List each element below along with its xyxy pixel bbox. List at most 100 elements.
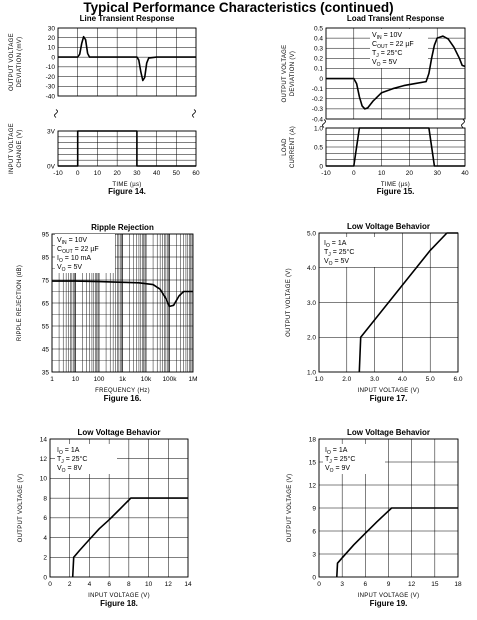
figure-label: Figure 19. bbox=[370, 599, 408, 608]
x-tick-label: 0 bbox=[352, 170, 356, 177]
conditions-annotation-line: IO = 1A bbox=[324, 240, 347, 249]
axis-break-mark bbox=[461, 119, 465, 128]
x-tick-label: 3.0 bbox=[370, 376, 379, 383]
x-tick-label: 1 bbox=[50, 376, 54, 383]
x-tick-label: 20 bbox=[114, 170, 122, 177]
x-axis-label: FREQUENCY (Hz) bbox=[95, 388, 150, 394]
y-tick-label: 20 bbox=[48, 35, 56, 42]
x-tick-label: 4 bbox=[88, 581, 92, 588]
chart-title: Load Transient Response bbox=[347, 14, 445, 23]
x-tick-label: 6 bbox=[364, 581, 368, 588]
x-tick-label: 18 bbox=[454, 581, 462, 588]
x-tick-label: -10 bbox=[321, 170, 331, 177]
y-tick-label: 0 bbox=[319, 76, 323, 83]
series-line bbox=[71, 497, 188, 578]
x-axis-label: INPUT VOLTAGE (V) bbox=[358, 593, 420, 599]
x-axis-label: TIME (µs) bbox=[381, 182, 410, 188]
conditions-annotation-line: TJ = 25°C bbox=[57, 455, 87, 465]
y-tick-label: 55 bbox=[42, 323, 50, 330]
y-axis-label: DEVIATION (mV) bbox=[17, 37, 23, 88]
y-tick-label: 10 bbox=[48, 45, 56, 52]
y-tick-label: 95 bbox=[42, 231, 50, 238]
y-tick-label: 30 bbox=[48, 25, 56, 32]
y-tick-label: 12 bbox=[40, 456, 48, 463]
y-tick-label: 14 bbox=[40, 436, 48, 443]
series-line bbox=[358, 232, 458, 373]
x-tick-label: 0 bbox=[76, 170, 80, 177]
x-tick-label: 10 bbox=[145, 581, 153, 588]
y-tick-label: 0 bbox=[51, 54, 55, 61]
y-tick-label: 4.0 bbox=[307, 265, 316, 272]
y-tick-label: 1.0 bbox=[307, 369, 316, 376]
y-axis-label: CURRENT (A) bbox=[290, 126, 296, 168]
y-tick-label: 6 bbox=[312, 528, 316, 535]
x-tick-label: 30 bbox=[434, 170, 442, 177]
axis-break-mark bbox=[322, 119, 326, 128]
chart-title: Low Voltage Behavior bbox=[78, 428, 161, 437]
y-tick-label: 0 bbox=[312, 574, 316, 581]
y-tick-label: 0 bbox=[43, 574, 47, 581]
y-tick-label: -40 bbox=[46, 93, 56, 100]
y-axis-label: LOAD bbox=[282, 138, 288, 156]
conditions-annotation-line: VIN = 10V bbox=[57, 237, 87, 246]
conditions-annotation-line: COUT = 22 µF bbox=[372, 41, 414, 50]
y-tick-label: 0.5 bbox=[314, 144, 323, 151]
y-tick-label: -0.3 bbox=[312, 106, 324, 113]
x-tick-label: 20 bbox=[406, 170, 414, 177]
y-tick-label: 0.1 bbox=[314, 66, 323, 73]
conditions-annotation-bg bbox=[55, 234, 115, 273]
x-tick-label: 6.0 bbox=[453, 376, 462, 383]
x-tick-label: 4.0 bbox=[398, 376, 407, 383]
figure-label: Figure 16. bbox=[104, 394, 142, 403]
x-tick-label: 3 bbox=[340, 581, 344, 588]
series-line bbox=[58, 35, 196, 82]
plot-frame bbox=[57, 27, 197, 97]
y-tick-label: -30 bbox=[46, 84, 56, 91]
y-tick-label: 4 bbox=[43, 535, 47, 542]
series-line bbox=[326, 35, 466, 110]
x-tick-label: 60 bbox=[192, 170, 200, 177]
conditions-annotation-line: IO = 1A bbox=[325, 447, 348, 456]
x-tick-label: 8 bbox=[127, 581, 131, 588]
y-tick-label: 3 bbox=[312, 551, 316, 558]
y-tick-label: 0.5 bbox=[314, 25, 323, 32]
y-tick-label: -10 bbox=[46, 64, 56, 71]
y-tick-label: 12 bbox=[309, 482, 317, 489]
y-tick-label: 65 bbox=[42, 300, 50, 307]
x-tick-label: 1k bbox=[119, 376, 127, 383]
x-tick-label: 9 bbox=[387, 581, 391, 588]
y-tick-label: 3V bbox=[47, 128, 56, 135]
x-tick-label: 10 bbox=[378, 170, 386, 177]
x-tick-label: 12 bbox=[408, 581, 416, 588]
series-line bbox=[336, 507, 458, 578]
y-tick-label: 3.0 bbox=[307, 300, 316, 307]
y-tick-label: 2.0 bbox=[307, 335, 316, 342]
conditions-annotation-line: VIN = 10V bbox=[372, 32, 402, 41]
conditions-annotation-line: TJ = 25°C bbox=[372, 49, 402, 59]
y-tick-label: 0V bbox=[47, 163, 56, 170]
y-tick-label: 15 bbox=[309, 459, 317, 466]
y-axis-label: OUTPUT VOLTAGE (V) bbox=[287, 474, 293, 543]
x-tick-label: 15 bbox=[431, 581, 439, 588]
conditions-annotation-line: IO = 10 mA bbox=[57, 255, 91, 264]
y-axis-label: CHANGE (V) bbox=[17, 129, 23, 167]
y-axis-label: DEVIATION (V) bbox=[290, 51, 296, 96]
conditions-annotation-bg bbox=[55, 444, 117, 474]
chart-title: Line Transient Response bbox=[80, 14, 175, 23]
conditions-annotation-line: VO = 8V bbox=[57, 465, 82, 474]
x-tick-label: 1.0 bbox=[314, 376, 323, 383]
plot-frame bbox=[325, 27, 466, 120]
conditions-annotation-line: VO = 5V bbox=[372, 59, 397, 68]
x-tick-label: 1M bbox=[188, 376, 197, 383]
y-tick-label: -20 bbox=[46, 74, 56, 81]
x-tick-label: 40 bbox=[461, 170, 469, 177]
x-tick-label: 30 bbox=[133, 170, 141, 177]
conditions-annotation-bg bbox=[370, 29, 428, 68]
conditions-annotation-line: VO = 5V bbox=[57, 264, 82, 273]
x-tick-label: 10 bbox=[94, 170, 102, 177]
y-tick-label: 75 bbox=[42, 277, 50, 284]
